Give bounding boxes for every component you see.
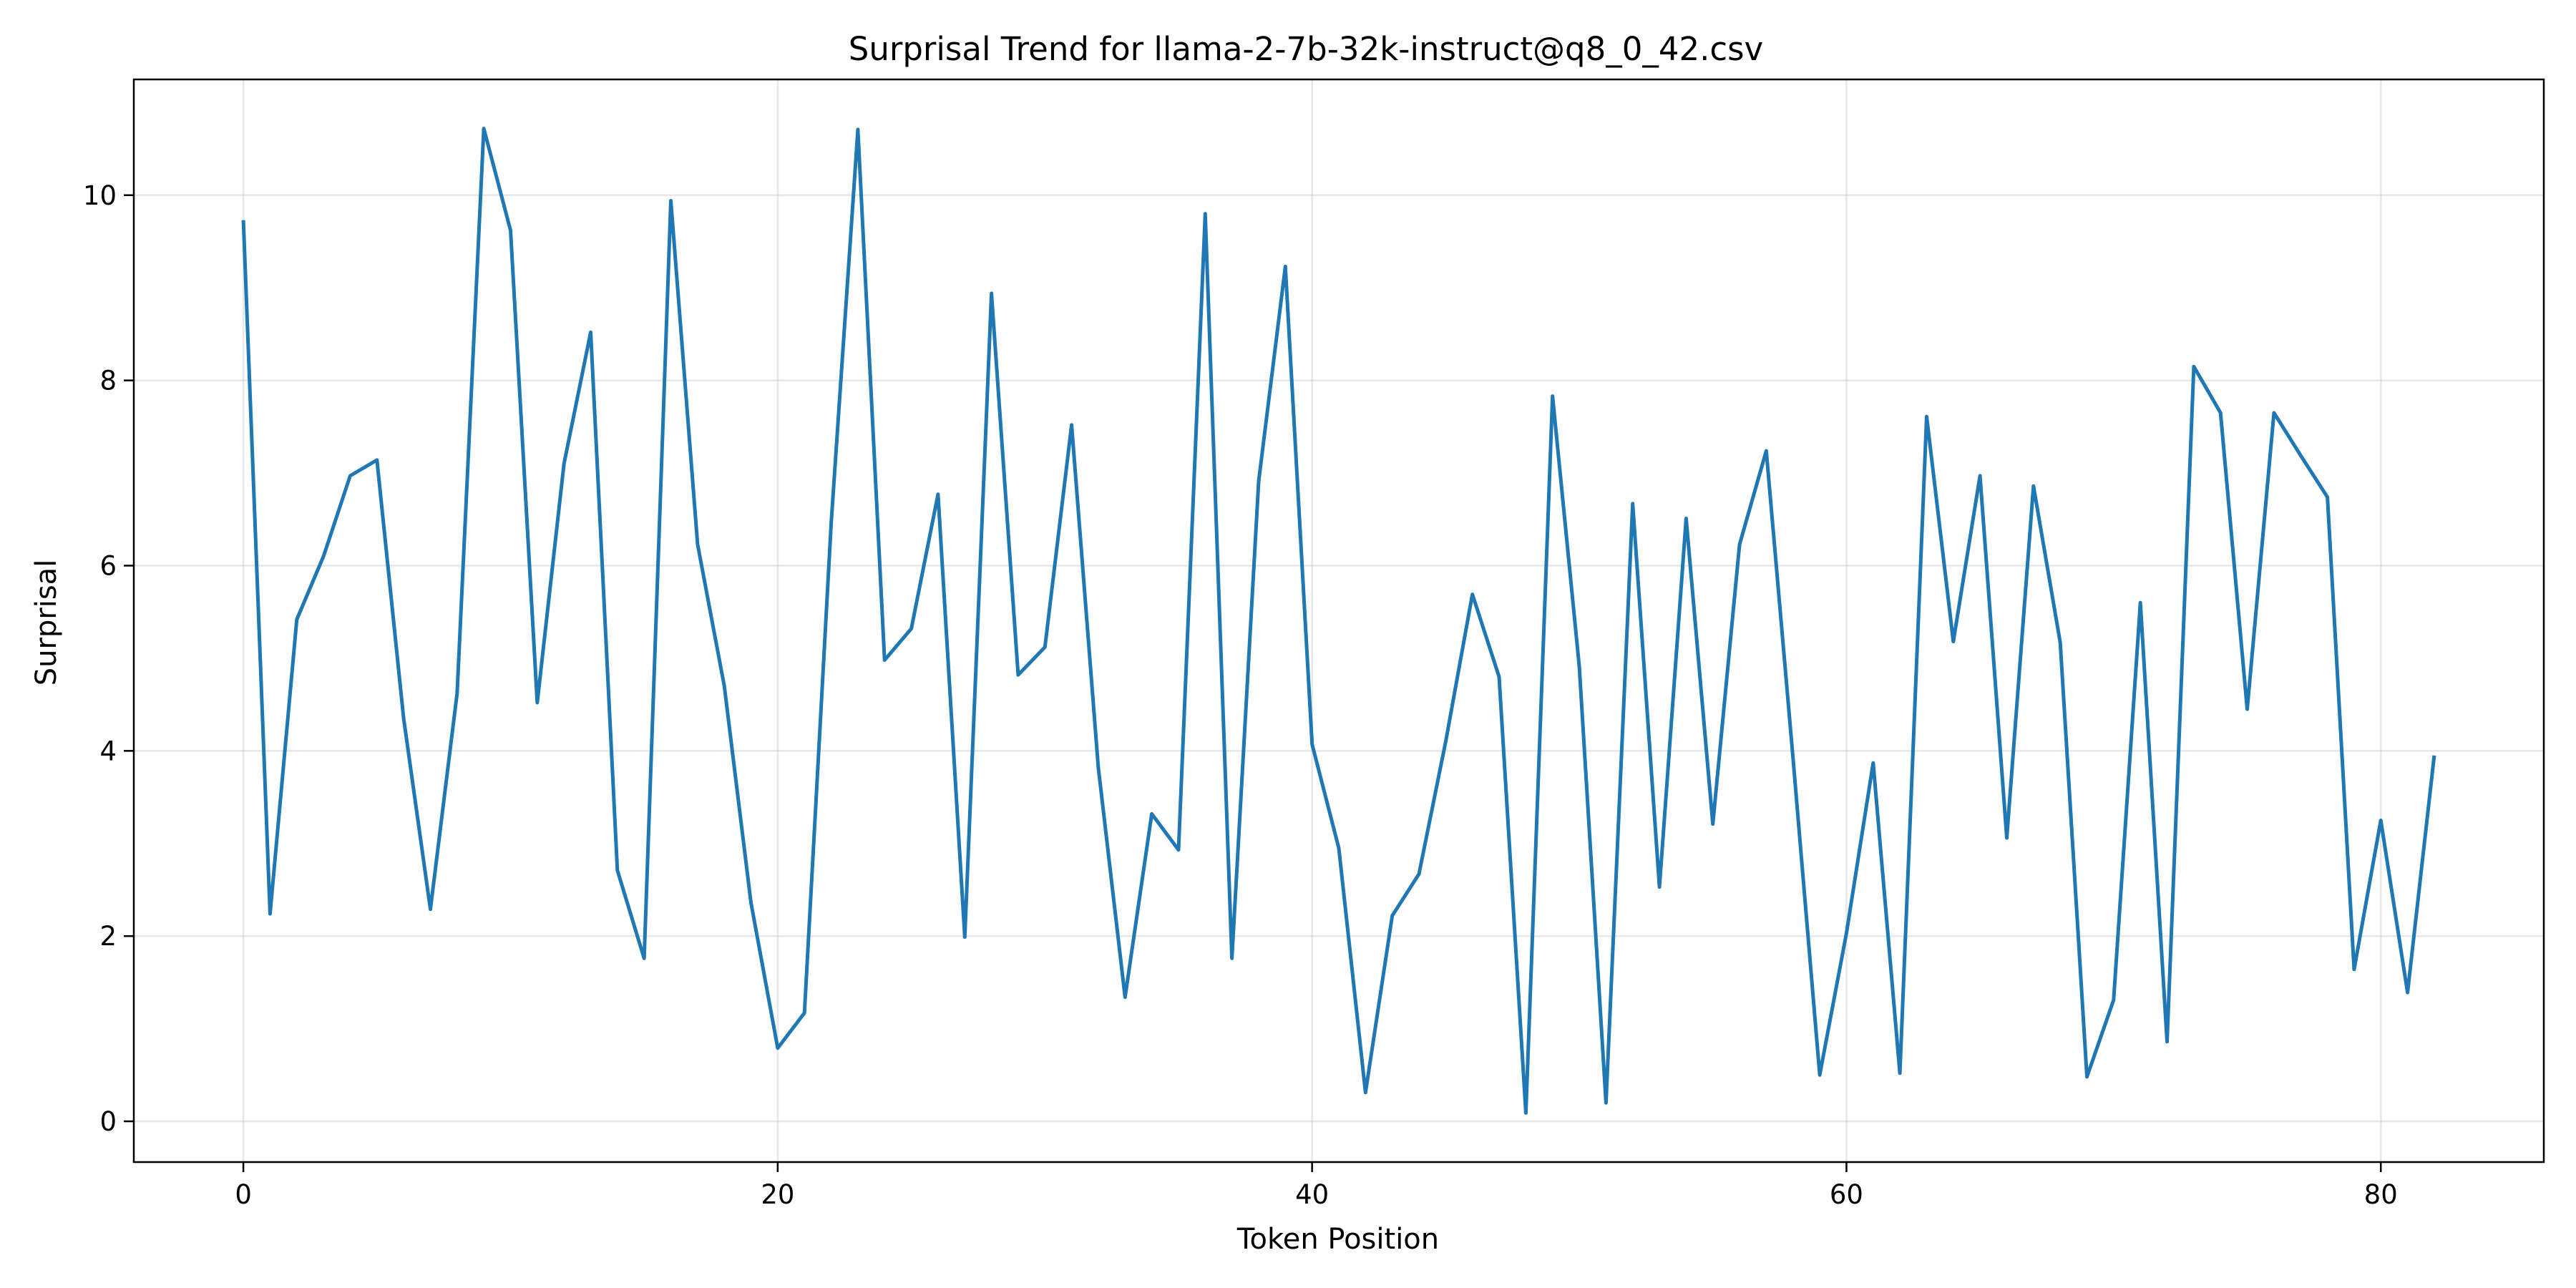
y-tick-label: 2 (99, 921, 117, 952)
x-tick-label: 80 (2364, 1179, 2398, 1210)
x-tick-label: 40 (1295, 1179, 1329, 1210)
x-tick-label: 20 (761, 1179, 794, 1210)
x-axis: 0 20 40 60 80 (235, 1162, 2398, 1210)
plot-frame (132, 78, 2545, 1163)
x-axis-label: Token Position (1236, 1223, 1439, 1256)
y-tick-label: 0 (99, 1106, 117, 1137)
series-layer (241, 127, 2436, 1115)
y-axis-label: Surprisal (30, 560, 63, 686)
x-tick-label: 60 (1830, 1179, 1863, 1210)
grid (134, 79, 2544, 1162)
x-tick-label: 0 (235, 1179, 252, 1210)
y-axis: 0 2 4 6 8 10 (83, 180, 134, 1137)
surprisal-series-line (241, 127, 2436, 1115)
y-tick-label: 10 (83, 180, 117, 211)
y-tick-label: 4 (99, 736, 117, 766)
y-tick-label: 6 (99, 550, 117, 581)
chart-title: Surprisal Trend for llama-2-7b-32k-instr… (849, 30, 1763, 68)
y-tick-label: 8 (99, 366, 117, 396)
